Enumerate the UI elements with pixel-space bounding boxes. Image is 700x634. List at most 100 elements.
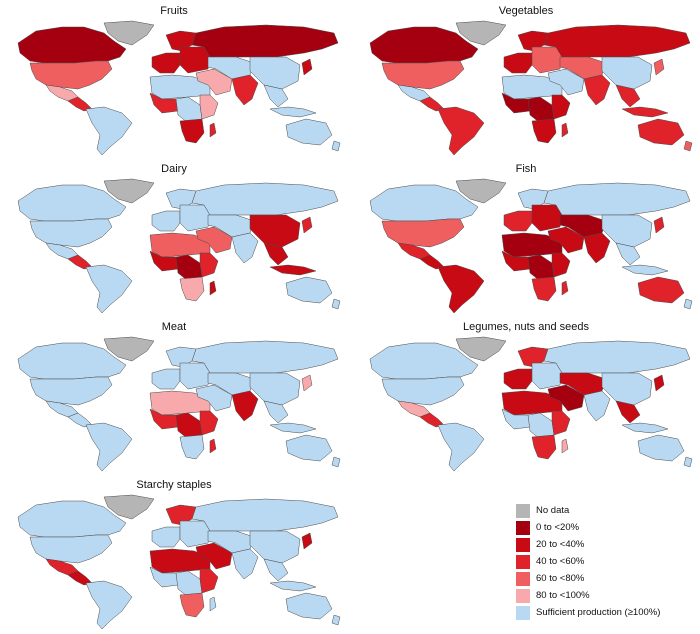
region-westeu <box>503 210 533 232</box>
region-easteu <box>531 362 563 390</box>
region-madagascar <box>209 596 217 612</box>
region-southasia <box>231 74 259 106</box>
region-southasia <box>231 390 259 422</box>
region-middleeast <box>547 384 585 412</box>
region-russia <box>543 340 691 374</box>
region-seasia <box>263 400 289 424</box>
region-australia <box>285 118 333 146</box>
region-eastafrica <box>199 94 219 120</box>
region-middleeast <box>547 226 585 254</box>
region-canada <box>369 26 479 64</box>
map-panel-legumes-nuts-seeds: Legumes, nuts and seeds <box>356 320 696 472</box>
world-map <box>17 494 341 630</box>
panel-title: Fruits <box>160 5 188 17</box>
region-japan <box>653 374 665 392</box>
legend-swatch <box>516 521 530 535</box>
region-canada <box>17 26 127 64</box>
world-map <box>17 178 341 314</box>
region-southasia <box>583 232 611 264</box>
region-australia <box>637 118 685 146</box>
region-easteu <box>179 520 211 548</box>
world-map <box>369 20 693 156</box>
region-indonesia <box>621 264 669 276</box>
legend-item-80-100: 80 to <100% <box>516 589 696 604</box>
map-panel-meat: Meat <box>4 320 344 472</box>
region-seasia <box>615 84 641 108</box>
region-westeu <box>503 368 533 390</box>
region-russia <box>191 182 339 216</box>
region-southafrica <box>531 276 557 302</box>
region-greenland <box>103 20 155 46</box>
legend-label: 40 to <60% <box>536 556 585 567</box>
legend: No data 0 to <20% 20 to <40% 40 to <60% … <box>516 504 696 623</box>
legend-item-20-40: 20 to <40% <box>516 538 696 553</box>
legend-label: Sufficient production (≥100%) <box>536 607 661 618</box>
region-westeu <box>151 526 181 548</box>
legend-swatch <box>516 538 530 552</box>
region-southam <box>437 422 485 472</box>
region-usa <box>381 218 465 248</box>
region-eastafrica <box>551 252 571 278</box>
region-middleeast <box>195 384 233 412</box>
map-panel-vegetables: Vegetables <box>356 4 696 156</box>
region-nz <box>331 298 341 310</box>
region-southam <box>85 580 133 630</box>
region-nz <box>331 140 341 152</box>
panel-title: Legumes, nuts and seeds <box>463 321 589 333</box>
region-canada <box>17 500 127 538</box>
region-usa <box>29 534 113 564</box>
region-madagascar <box>209 122 217 138</box>
region-middleeast <box>547 68 585 96</box>
region-eastafrica <box>551 94 571 120</box>
region-canada <box>369 342 479 380</box>
legend-label: 0 to <20% <box>536 522 580 533</box>
region-australia <box>285 276 333 304</box>
region-usa <box>381 376 465 406</box>
region-seasia <box>263 558 289 582</box>
region-japan <box>301 532 313 550</box>
region-greenland <box>455 20 507 46</box>
region-southam <box>437 106 485 156</box>
legend-swatch <box>516 606 530 620</box>
region-middleeast <box>195 542 233 570</box>
legend-swatch <box>516 504 530 518</box>
region-greenland <box>455 178 507 204</box>
panel-title: Vegetables <box>498 5 554 17</box>
region-nz <box>683 298 693 310</box>
region-indonesia <box>269 580 317 592</box>
region-easteu <box>531 204 563 232</box>
region-southasia <box>231 232 259 264</box>
region-easteu <box>179 204 211 232</box>
region-centralafrica <box>175 412 203 440</box>
region-usa <box>29 218 113 248</box>
region-madagascar <box>561 280 569 296</box>
region-seasia <box>263 242 289 266</box>
region-usa <box>29 60 113 90</box>
region-nz <box>331 614 341 626</box>
region-centralafrica <box>527 412 555 440</box>
region-russia <box>543 182 691 216</box>
region-seasia <box>615 242 641 266</box>
region-usa <box>29 376 113 406</box>
legend-item-40-60: 40 to <60% <box>516 555 696 570</box>
region-japan <box>301 216 313 234</box>
region-southasia <box>231 548 259 580</box>
map-panel-dairy: Dairy <box>4 162 344 314</box>
region-southafrica <box>531 434 557 460</box>
region-seasia <box>263 84 289 108</box>
region-southam <box>85 264 133 314</box>
region-usa <box>381 60 465 90</box>
region-australia <box>637 434 685 462</box>
legend-item-60-80: 60 to <80% <box>516 572 696 587</box>
region-russia <box>191 498 339 532</box>
region-canada <box>17 342 127 380</box>
map-panel-starchy-staples: Starchy staples <box>4 478 344 630</box>
region-centralafrica <box>175 254 203 282</box>
region-easteu <box>531 46 563 74</box>
region-southasia <box>583 74 611 106</box>
map-panel-fish: Fish <box>356 162 696 314</box>
region-westeu <box>151 52 181 74</box>
region-centralafrica <box>527 96 555 124</box>
region-madagascar <box>209 438 217 454</box>
region-southam <box>85 422 133 472</box>
